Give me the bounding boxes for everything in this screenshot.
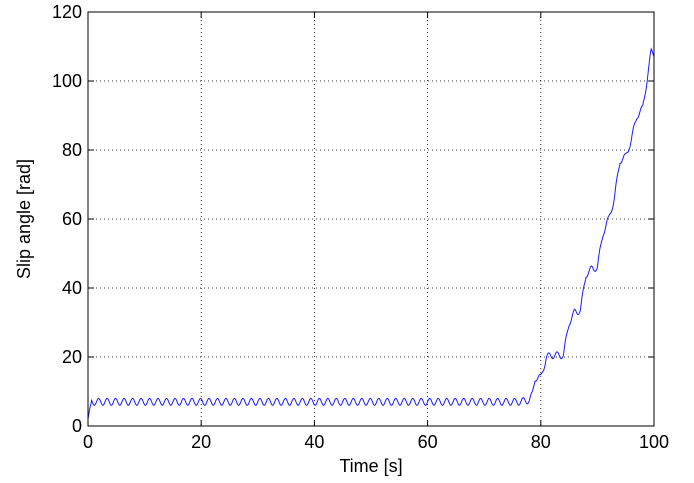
y-tick-label: 60 xyxy=(62,209,82,229)
y-tick-label: 0 xyxy=(72,416,82,436)
slip-angle-line xyxy=(87,47,655,420)
x-tick-label: 40 xyxy=(304,432,324,452)
x-axis-label: Time [s] xyxy=(339,456,402,476)
y-tick-label: 20 xyxy=(62,347,82,367)
y-axis-label: Slip angle [rad] xyxy=(14,159,34,279)
x-tick-labels: 0 20 40 60 80 100 xyxy=(83,432,669,452)
data-lines xyxy=(87,47,655,420)
x-tick-label: 20 xyxy=(191,432,211,452)
y-tick-label: 80 xyxy=(62,140,82,160)
x-tick-label: 0 xyxy=(83,432,93,452)
y-tick-labels: 0 20 40 60 80 100 120 xyxy=(52,2,82,436)
y-tick-label: 40 xyxy=(62,278,82,298)
grid-lines xyxy=(88,12,654,426)
x-tick-label: 100 xyxy=(639,432,669,452)
y-tick-label: 120 xyxy=(52,2,82,22)
x-tick-label: 60 xyxy=(418,432,438,452)
y-tick-label: 100 xyxy=(52,71,82,91)
x-tick-label: 80 xyxy=(531,432,551,452)
tick-marks xyxy=(87,11,655,427)
